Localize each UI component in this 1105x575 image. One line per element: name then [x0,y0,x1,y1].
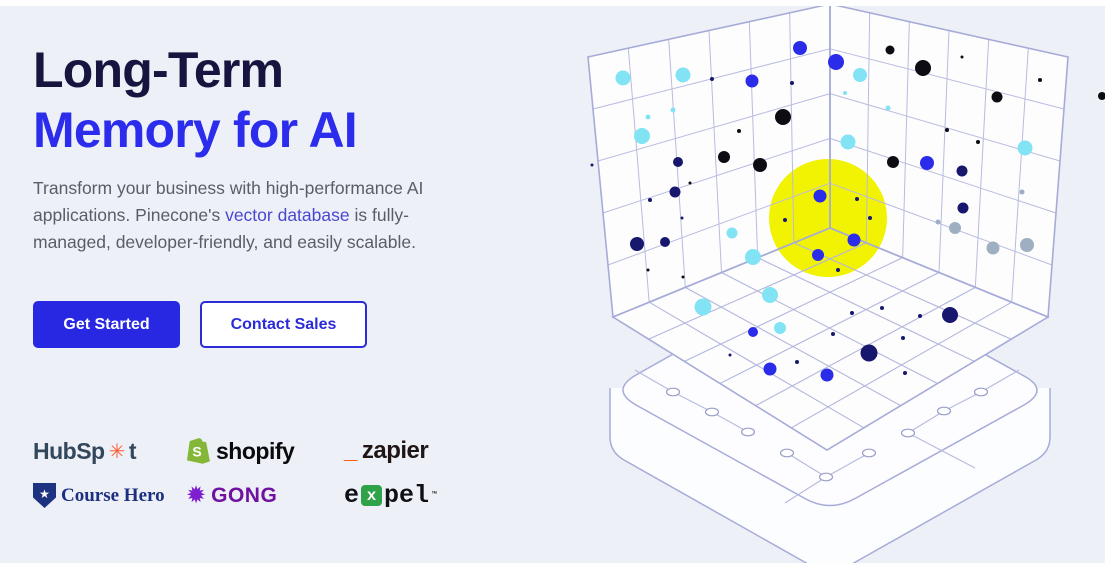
coursehero-shield-icon: ★ [33,483,56,508]
expel-text-post: pel [384,481,429,510]
bottom-margin [0,563,1105,570]
svg-text:S: S [192,444,201,460]
shopify-text: shopify [216,438,294,465]
gong-logo: ✹ GONG [186,484,344,508]
zapier-underscore: _ [344,437,357,465]
vector-cube-svg [565,0,1105,570]
coursehero-logo: ★ Course Hero [33,483,186,508]
hubspot-sprocket-icon: ✳ [109,439,125,464]
hero-description: Transform your business with high-perfor… [33,175,461,256]
customer-logos: HubSp✳t S shopify _zapier ★ Course Hero … [33,437,474,510]
gong-text: GONG [211,484,277,508]
zapier-logo: _zapier [344,437,474,465]
get-started-button[interactable]: Get Started [33,301,180,348]
expel-x-icon: x [361,485,382,506]
cta-row: Get Started Contact Sales [33,301,367,348]
coursehero-text: Course Hero [61,485,165,507]
shopify-bag-icon: S [186,437,211,465]
hubspot-logo: HubSp✳t [33,438,186,465]
page-title: Long-Term Memory for AI [33,40,357,160]
zapier-text: zapier [362,437,428,465]
vector-database-link[interactable]: vector database [225,205,350,225]
hubspot-text-pre: HubSp [33,438,105,465]
title-line-2: Memory for AI [33,102,357,158]
contact-sales-button[interactable]: Contact Sales [200,301,367,348]
expel-text-pre: e [344,481,359,510]
hubspot-text-post: t [129,438,136,465]
vector-space-illustration [565,0,1105,570]
expel-trademark: ™ [432,491,437,500]
gong-starburst-icon: ✹ [186,484,206,508]
top-margin [0,0,1105,6]
shopify-logo: S shopify [186,437,344,465]
title-line-1: Long-Term [33,42,283,98]
